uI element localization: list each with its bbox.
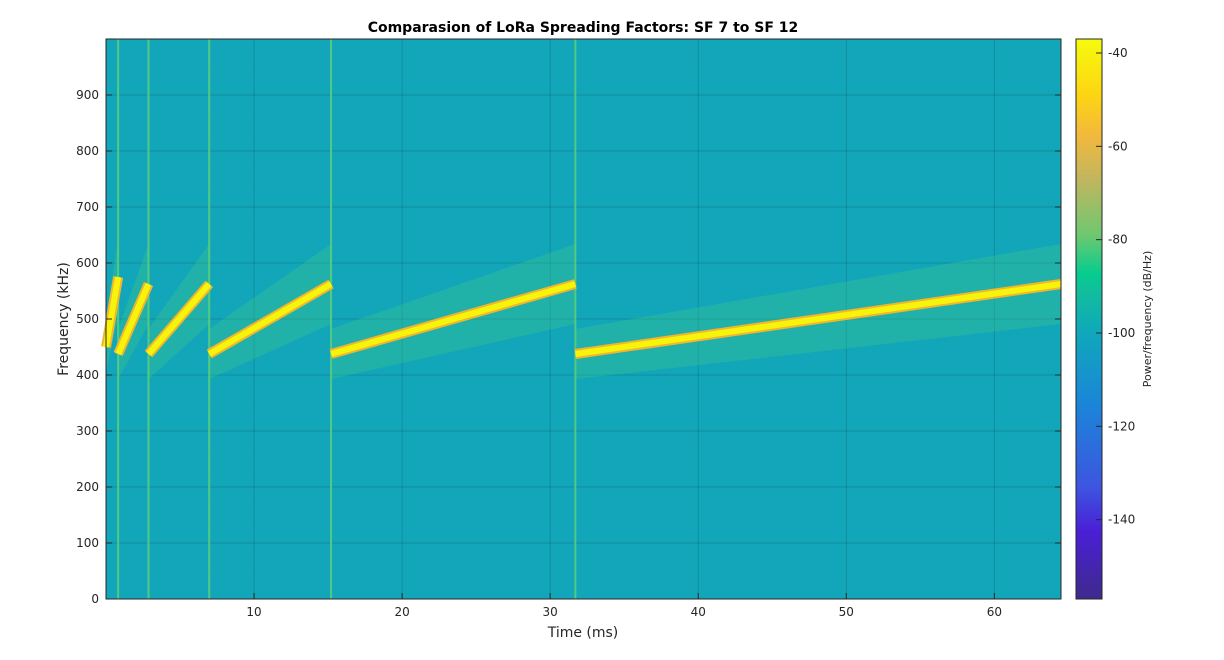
colorbar-tick-label: -60 bbox=[1108, 139, 1128, 153]
chirp-sf10 bbox=[207, 281, 333, 357]
chirp-sidelobe-5 bbox=[575, 244, 1061, 379]
chirp-sidelobe-4 bbox=[331, 244, 576, 379]
y-axis-label: Frequency (kHz) bbox=[56, 262, 72, 376]
y-tick-label: 900 bbox=[76, 88, 99, 102]
colorbar-tick-label: -40 bbox=[1108, 46, 1128, 60]
chirp-sf9 bbox=[146, 282, 212, 356]
colorbar: -40 -60 -80 -100 -120 -140 Power/frequency (d… bbox=[1075, 38, 1154, 600]
y-tick-label: 800 bbox=[76, 144, 99, 158]
chirp-sidelobe-3 bbox=[209, 244, 332, 379]
chart-title: Comparasion of LoRa Spreading Factors: S… bbox=[368, 20, 799, 36]
colorbar-tick-label: -120 bbox=[1108, 419, 1135, 433]
y-tick-label: 500 bbox=[76, 312, 99, 326]
x-tick-label: 20 bbox=[394, 605, 409, 619]
y-tick-label: 300 bbox=[76, 424, 99, 438]
chirp-sf12 bbox=[574, 281, 1062, 357]
x-tick-label: 60 bbox=[987, 605, 1002, 619]
x-tick-label: 50 bbox=[839, 605, 854, 619]
colorbar-tick-label: -100 bbox=[1108, 326, 1135, 340]
chirp-sf8 bbox=[115, 282, 152, 356]
y-tick-label: 700 bbox=[76, 200, 99, 214]
chirp-sf7 bbox=[103, 276, 122, 348]
x-tick-label: 40 bbox=[691, 605, 706, 619]
y-tick-label: 400 bbox=[76, 368, 99, 382]
colorbar-gradient bbox=[1075, 38, 1103, 600]
x-axis-label: Time (ms) bbox=[547, 625, 619, 641]
plot-area: 10 20 30 40 50 60 0 100 200 300 400 500 600 700 800 90… bbox=[76, 38, 1062, 619]
colorbar-tick-label: -80 bbox=[1108, 233, 1128, 247]
y-tick-label: 200 bbox=[76, 480, 99, 494]
chirp-sf11 bbox=[330, 281, 577, 357]
colorbar-tick-label: -140 bbox=[1108, 513, 1135, 527]
x-tick-label: 30 bbox=[543, 605, 558, 619]
x-tick-label: 10 bbox=[246, 605, 261, 619]
y-tick-label: 0 bbox=[91, 592, 99, 606]
colorbar-label: Power/frequency (dB/Hz) bbox=[1141, 251, 1154, 388]
y-tick-label: 100 bbox=[76, 536, 99, 550]
y-tick-label: 600 bbox=[76, 256, 99, 270]
